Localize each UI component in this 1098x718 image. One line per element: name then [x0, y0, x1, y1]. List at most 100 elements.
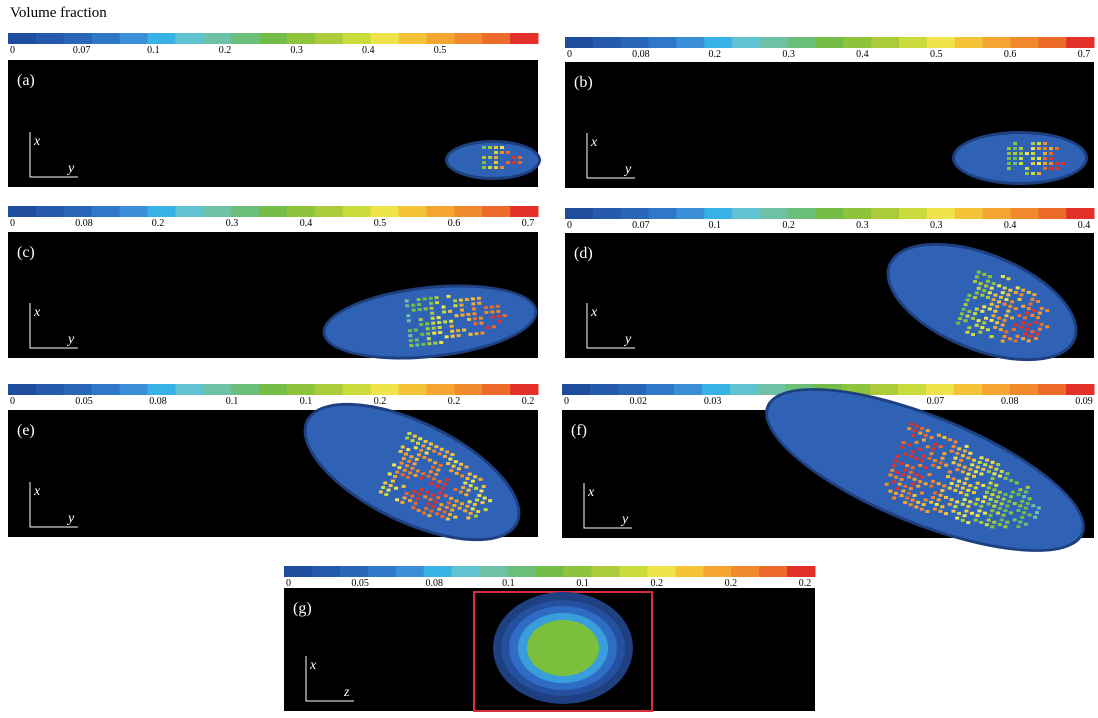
blob-cell — [426, 332, 431, 336]
blob-cell — [933, 459, 938, 463]
colorbar-segment — [8, 206, 37, 217]
blob-cell — [968, 500, 973, 504]
blob-cell — [988, 481, 993, 485]
blob-cell — [383, 481, 388, 485]
blob-cell — [960, 454, 965, 458]
blob-cell — [957, 447, 962, 451]
blob-cell — [459, 308, 464, 312]
blob-cell — [460, 474, 465, 478]
colorbar-segment — [646, 384, 675, 395]
blob-cell — [1007, 162, 1011, 165]
axis-glyph — [583, 483, 632, 529]
blob-cell — [402, 496, 407, 500]
blob-cell — [470, 479, 475, 483]
blob-cell — [929, 436, 934, 440]
blob-cell — [450, 453, 455, 457]
blob-cell — [976, 270, 981, 274]
blob-cell — [415, 469, 420, 473]
blob-cell — [488, 156, 492, 159]
blob-cell — [966, 504, 971, 508]
blob-cell — [1007, 499, 1012, 503]
colorbar-segment — [314, 384, 344, 395]
blob-cell — [1010, 490, 1015, 494]
blob-cell — [429, 301, 434, 305]
blob-cell — [949, 498, 954, 502]
colorbar-segment — [618, 384, 647, 395]
blob-cell — [470, 297, 475, 301]
blob-cell — [938, 493, 943, 497]
blob-cell — [406, 319, 411, 323]
blob-cell — [990, 476, 995, 480]
blob-cell — [972, 458, 977, 462]
colorbar-segment — [565, 37, 594, 48]
blob-cell — [1027, 497, 1032, 501]
blob-cell — [1008, 288, 1013, 292]
blob-cell — [430, 493, 435, 497]
blob-cell — [895, 487, 900, 491]
blob-cell — [482, 146, 486, 149]
colorbar-segment — [1010, 208, 1039, 219]
blob-cell — [1012, 518, 1017, 522]
blob-cell — [1019, 147, 1023, 150]
colorbar-segment — [732, 37, 761, 48]
colorbar-segment — [175, 33, 204, 44]
blob-cell — [946, 475, 951, 479]
blob-cell — [981, 483, 986, 487]
blob-cell — [938, 509, 943, 513]
blob-cell — [1007, 152, 1011, 155]
blob-cell — [437, 507, 442, 511]
blob-cell — [435, 512, 440, 516]
blob-cell — [990, 509, 995, 513]
blob-cell — [903, 468, 908, 472]
blob-cell — [1028, 302, 1033, 306]
blob-cell — [929, 452, 934, 456]
blob-cell — [901, 473, 906, 477]
blob-cell — [968, 451, 973, 455]
blob-cell — [463, 509, 468, 513]
blob-cell — [405, 464, 410, 468]
blob-cell — [481, 484, 486, 488]
blob-cell — [502, 314, 507, 318]
colorbar-tick-label: 0 — [10, 218, 15, 229]
colorbar-segment — [1038, 384, 1067, 395]
blob-cell — [413, 446, 418, 450]
blob-cell — [976, 286, 981, 290]
blob-cell — [983, 463, 988, 467]
blob-cell — [942, 435, 947, 439]
blob-cell — [494, 166, 498, 169]
blob-cell — [999, 518, 1004, 522]
blob-cell — [988, 465, 993, 469]
axis-glyph — [29, 303, 78, 349]
blob-cell — [466, 317, 471, 321]
colorbar-tick-label: 0 — [10, 45, 15, 56]
blob-cell — [1043, 142, 1047, 145]
colorbar-tick-label: 0.7 — [522, 218, 535, 229]
blob-cell — [1021, 337, 1026, 341]
blob-cell — [974, 291, 979, 295]
blob-cell — [993, 325, 998, 329]
blob-cell — [446, 294, 451, 298]
colorbar-segment — [35, 206, 65, 217]
blob-cell — [991, 298, 996, 302]
blob-cell — [936, 498, 941, 502]
colorbar-segment — [203, 33, 232, 44]
colorbar-segment — [982, 384, 1011, 395]
colorbar-segment — [314, 206, 344, 217]
blob-cell — [409, 344, 414, 348]
colorbar-segment — [147, 206, 176, 217]
colorbar-segment — [730, 384, 759, 395]
blob-cell — [423, 439, 428, 443]
blob-cell — [378, 490, 383, 494]
blob-cell — [912, 429, 917, 433]
blob-cell — [500, 166, 504, 169]
blob-cell — [957, 511, 962, 515]
blob-cell — [1004, 298, 1009, 302]
blob-cell — [437, 452, 442, 456]
colorbar-segment — [91, 206, 121, 217]
blob-cell — [473, 322, 478, 326]
blob-cell — [409, 455, 414, 459]
blob-cell — [953, 456, 958, 460]
blob-cell — [1031, 157, 1035, 160]
blob-cell — [1000, 339, 1005, 343]
blob-cell — [970, 511, 975, 515]
